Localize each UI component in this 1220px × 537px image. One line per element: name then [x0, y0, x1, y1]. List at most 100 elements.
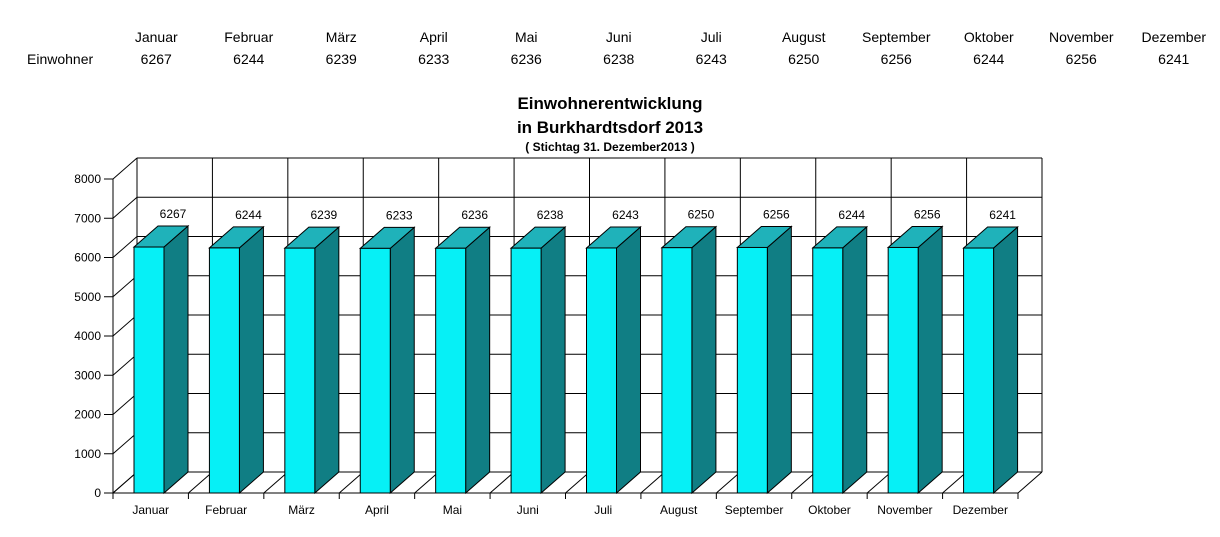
month-tick-label: September [725, 503, 784, 517]
bar-front-face [586, 247, 617, 494]
bar-value-label: 6233 [386, 208, 413, 222]
depth-line [112, 275, 138, 298]
chart-subtitle: ( Stichtag 31. Dezember2013 ) [525, 140, 695, 154]
bar-value-label: 6243 [612, 208, 639, 222]
depth-line [112, 432, 138, 455]
bar-front-face [133, 246, 165, 494]
month-value: 6250 [788, 51, 820, 67]
month-header: September [862, 29, 931, 45]
bar-front-face [963, 247, 995, 494]
bars: 6267 6244 6239 6233 6236 6238 6243 6250 6256 6244… [132, 207, 1019, 495]
month-tick-label: Januar [132, 503, 169, 517]
month-value: 6244 [973, 51, 1005, 67]
table-row-label: Einwohner [27, 51, 94, 67]
chart-title-line1: Einwohnerentwicklung [517, 94, 703, 113]
population-table: Einwohner Januar 6267 Februar 6244 März 6239 A… [0, 26, 1220, 70]
table-column-9: September 6256 [850, 26, 943, 70]
month-header: Mai [514, 29, 538, 45]
bar-side-face [616, 225, 641, 495]
bar-front-face [661, 247, 693, 494]
month-value: 6244 [233, 51, 265, 67]
chart-title-line2: in Burkhardtsdorf 2013 [516, 118, 704, 137]
bar-side-face [314, 226, 340, 495]
month-tick-label: Juli [594, 503, 612, 517]
floor-depth-line [1017, 471, 1043, 494]
month-value: 6239 [325, 51, 357, 67]
month-tick-label: Februar [205, 503, 247, 517]
y-tick-label: 7000 [74, 211, 101, 225]
month-header: Oktober [963, 29, 1014, 45]
depth-line [112, 196, 138, 219]
table-label-column: Einwohner [0, 26, 110, 70]
month-tick-label: Dezember [953, 503, 1008, 517]
bar-april: 6233 [358, 208, 416, 495]
bar-side-face [766, 225, 792, 495]
y-tick-label: 2000 [74, 408, 101, 422]
bar-value-label: 6241 [989, 208, 1016, 222]
bar-value-label: 6244 [838, 208, 865, 222]
bar-side-face [163, 224, 189, 495]
y-tick-label: 4000 [74, 329, 101, 343]
floor-depth-line [112, 471, 138, 494]
y-tick-label: 5000 [74, 290, 101, 304]
x-axis: Januar Februar März April Mai Juni Juli August S… [112, 471, 1043, 517]
bar-side-face [993, 225, 1019, 495]
bar-value-label: 6244 [235, 208, 262, 222]
bar-januar: 6267 [132, 207, 190, 495]
bar-juni: 6238 [509, 208, 567, 495]
y-tick-label: 1000 [74, 447, 101, 461]
month-value: 6256 [880, 51, 912, 67]
month-value: 6241 [1158, 51, 1190, 67]
bar-oktober: 6244 [811, 208, 869, 495]
month-header: März [325, 29, 357, 45]
month-tick-label: August [660, 503, 698, 517]
month-value: 6256 [1065, 51, 1097, 67]
month-header: April [419, 29, 448, 45]
month-value: 6243 [695, 51, 727, 67]
bar-februar: 6244 [208, 208, 265, 495]
floor-depth-line [866, 471, 892, 494]
depth-line [112, 393, 138, 415]
floor-depth-line [338, 471, 364, 494]
floor-depth-line [640, 471, 666, 494]
bar-value-label: 6267 [160, 207, 187, 221]
y-tick-label: 8000 [74, 172, 101, 186]
bar-side-face [842, 225, 868, 495]
bar-side-face [389, 226, 415, 495]
depth-line [112, 236, 138, 258]
bar-front-face [208, 247, 240, 494]
bar-value-label: 6256 [763, 207, 790, 221]
month-header: Januar [134, 29, 178, 45]
bar-august: 6250 [660, 208, 718, 495]
floor-depth-line [263, 471, 289, 494]
table-column-11: November 6256 [1035, 26, 1128, 70]
month-value: 6236 [510, 51, 542, 67]
bar-front-face [812, 247, 844, 494]
floor-depth-line [942, 471, 967, 494]
bar-value-label: 6256 [914, 207, 941, 221]
table-column-10: Oktober 6244 [943, 26, 1036, 70]
bar-november: 6256 [886, 207, 944, 495]
month-tick-label: Juni [517, 503, 539, 517]
table-column-3: März 6239 [295, 26, 388, 70]
population-bar-chart: 0 1000 2000 3000 4000 5000 6000 7000 8000 Januar F… [74, 157, 1043, 517]
month-tick-label: Oktober [808, 503, 851, 517]
month-header: Juni [605, 29, 632, 45]
bar-märz: 6239 [283, 208, 341, 495]
table-column-12: Dezember 6241 [1128, 26, 1220, 70]
table-column-8: August 6250 [758, 26, 851, 70]
depth-line [112, 314, 138, 337]
floor-depth-line [565, 471, 590, 494]
month-value: 6238 [603, 51, 635, 67]
month-tick-label: November [877, 503, 932, 517]
bar-september: 6256 [736, 207, 793, 495]
depth-line [112, 353, 138, 376]
month-tick-label: Mai [443, 503, 462, 517]
month-tick-label: März [288, 503, 315, 517]
bar-juli: 6243 [585, 208, 642, 495]
bar-value-label: 6239 [310, 208, 337, 222]
table-column-6: Juni 6238 [573, 26, 666, 70]
month-tick-label: April [365, 503, 389, 517]
floor-depth-line [489, 471, 515, 494]
